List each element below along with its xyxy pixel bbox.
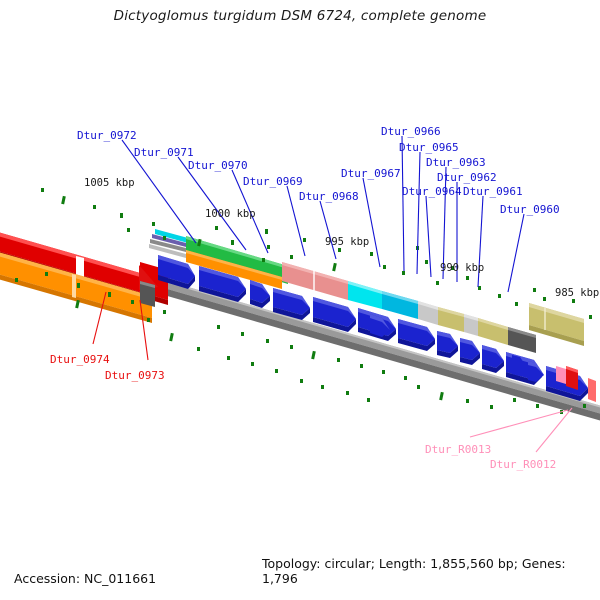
reverse-strand-track[interactable] (0, 228, 168, 323)
gene-arrow[interactable] (250, 280, 270, 308)
leader-line (92, 291, 107, 345)
scale-marker-4: 985 kbp (555, 287, 600, 299)
overlay-gray-thin[interactable] (150, 239, 186, 252)
gene-arrow[interactable] (460, 338, 480, 365)
gene-arrow[interactable] (512, 355, 528, 376)
scale-marker-3: 990 kbp (440, 262, 485, 274)
overlay-cyan-thin[interactable] (155, 229, 188, 243)
rna-red-box-2[interactable] (588, 378, 596, 402)
leader-line (442, 166, 447, 280)
rna-label-dtur-r0013[interactable]: Dtur_R0013 (425, 443, 492, 456)
gene-label-dtur-0965[interactable]: Dtur_0965 (399, 141, 459, 154)
overlay-khaki-right[interactable] (529, 303, 584, 341)
leader-line (139, 299, 149, 361)
rna-feature-track[interactable] (556, 366, 596, 402)
overlay-purple-thin[interactable] (152, 234, 186, 247)
gene-arrow[interactable] (482, 345, 504, 373)
gene-arrow[interactable] (528, 361, 544, 382)
label-leader-lines (92, 135, 573, 453)
leader-line (477, 195, 484, 288)
gene-label-dtur-0969[interactable]: Dtur_0969 (243, 175, 303, 188)
leader-line (416, 151, 421, 275)
leader-line (231, 169, 269, 254)
leader-line (177, 156, 247, 251)
gene-label-dtur-0963[interactable]: Dtur_0963 (426, 156, 486, 169)
gene-label-dtur-0968[interactable]: Dtur_0968 (299, 190, 359, 203)
gene-arrow[interactable] (199, 266, 246, 302)
leader-line (469, 409, 569, 438)
gene-arrow[interactable] (437, 331, 458, 358)
gene-label-dtur-0964[interactable]: Dtur_0964 (402, 185, 462, 198)
leader-line (425, 195, 432, 278)
overlay-salmon[interactable] (282, 262, 348, 300)
gene-arrow[interactable] (273, 288, 310, 320)
rna-pink-marker[interactable] (556, 366, 566, 384)
page-title: Dictyoglomus turgidum DSM 6724, complete… (113, 8, 487, 24)
gene-label-dtur-0960[interactable]: Dtur_0960 (500, 203, 560, 216)
leader-line (401, 135, 405, 272)
gene-label-dtur-0966[interactable]: Dtur_0966 (381, 125, 441, 138)
scale-marker-1: 1000 kbp (205, 208, 256, 220)
genome-summary-text: Topology: circular; Length: 1,855,560 bp… (262, 556, 566, 586)
rna-label-dtur-r0012[interactable]: Dtur_R0012 (490, 458, 557, 471)
leader-line (286, 185, 306, 257)
scale-marker-2: 995 kbp (325, 236, 370, 248)
forward-strand-track[interactable] (158, 255, 588, 401)
gene-label-dtur-0973[interactable]: Dtur_0973 (105, 369, 165, 382)
gene-arrow[interactable] (370, 314, 390, 337)
gene-label-dtur-0970[interactable]: Dtur_0970 (188, 159, 248, 172)
gene-arrow[interactable] (398, 319, 435, 351)
sequence-tick-marks (15, 188, 592, 414)
gene-label-dtur-0974[interactable]: Dtur_0974 (50, 353, 110, 366)
scale-marker-0: 1005 kbp (84, 177, 135, 189)
leader-line (121, 139, 197, 244)
leader-line (362, 177, 381, 268)
gene-arrow[interactable] (313, 297, 356, 332)
leader-line (507, 213, 525, 293)
leader-line (535, 407, 573, 453)
gene-label-dtur-0967[interactable]: Dtur_0967 (341, 167, 401, 180)
overlay-cyan-1[interactable] (348, 281, 382, 309)
annotation-overlay-track[interactable] (149, 229, 584, 353)
gene-label-dtur-0971[interactable]: Dtur_0971 (134, 146, 194, 159)
gene-label-dtur-0972[interactable]: Dtur_0972 (77, 129, 137, 142)
overlay-cyan-2[interactable] (382, 291, 418, 319)
gene-arrow[interactable] (158, 255, 195, 289)
leader-line (319, 200, 337, 260)
gene-label-dtur-0961[interactable]: Dtur_0961 (463, 185, 523, 198)
reverse-terminal-feature[interactable] (140, 281, 155, 307)
gene-label-dtur-0962[interactable]: Dtur_0962 (437, 171, 497, 184)
accession-text: Accession: NC_011661 (14, 571, 157, 586)
